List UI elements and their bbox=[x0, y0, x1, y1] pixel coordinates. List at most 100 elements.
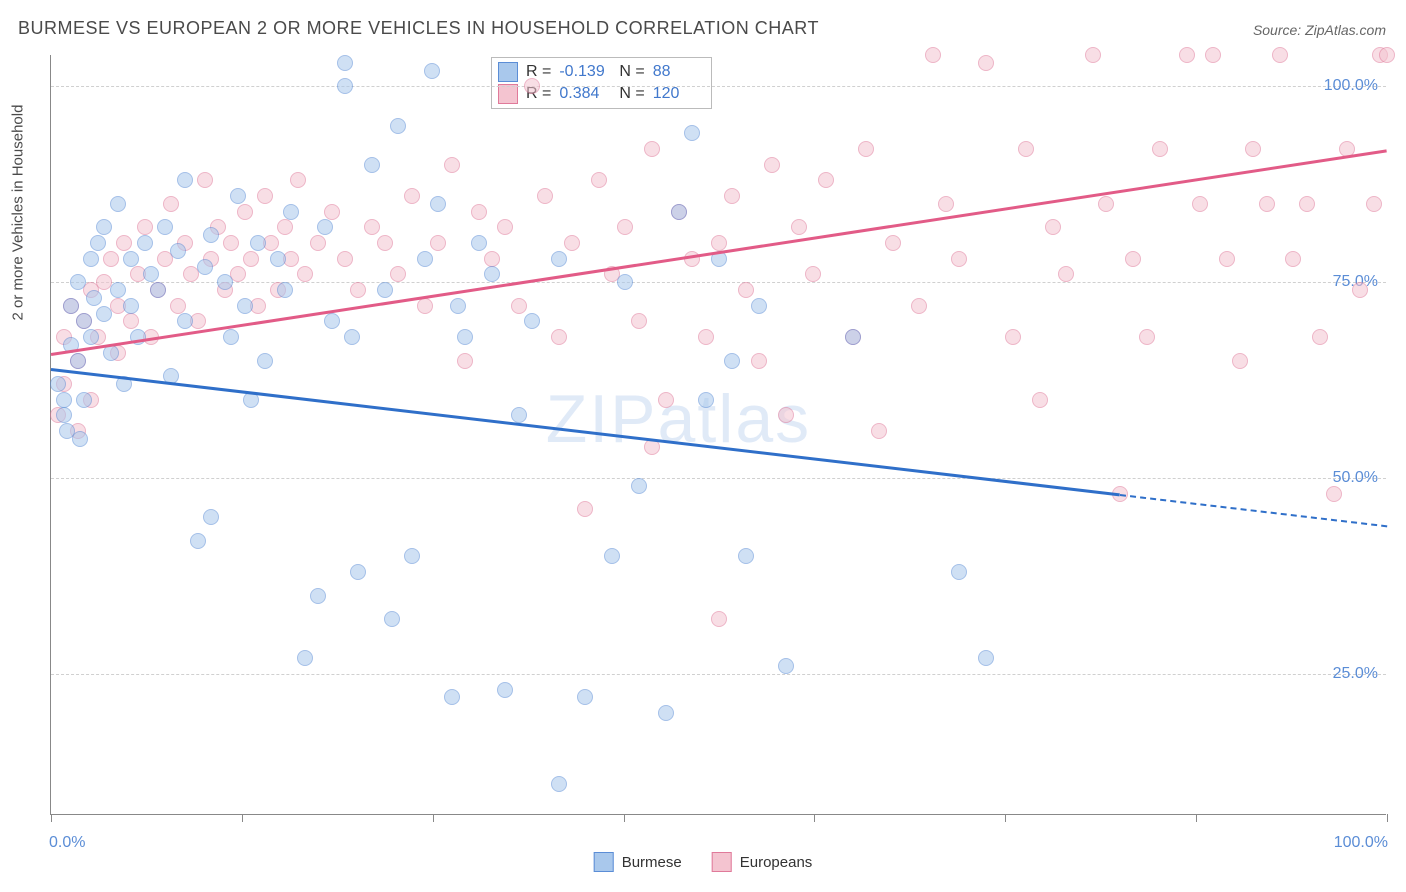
x-tick bbox=[433, 814, 434, 822]
data-point-burmese bbox=[230, 188, 246, 204]
data-point-burmese bbox=[123, 298, 139, 314]
legend-label: Burmese bbox=[622, 854, 682, 871]
data-point-europeans bbox=[237, 204, 253, 220]
data-point-burmese bbox=[551, 776, 567, 792]
data-point-europeans bbox=[324, 204, 340, 220]
data-point-burmese bbox=[751, 298, 767, 314]
data-point-europeans bbox=[1232, 353, 1248, 369]
data-point-europeans bbox=[925, 47, 941, 63]
chart-title: BURMESE VS EUROPEAN 2 OR MORE VEHICLES I… bbox=[18, 18, 819, 39]
data-point-europeans bbox=[1085, 47, 1101, 63]
data-point-europeans bbox=[1326, 486, 1342, 502]
data-point-burmese bbox=[617, 274, 633, 290]
data-point-burmese bbox=[450, 298, 466, 314]
data-point-europeans bbox=[404, 188, 420, 204]
data-point-europeans bbox=[1045, 219, 1061, 235]
data-point-europeans bbox=[551, 329, 567, 345]
r-value-burmese: -0.139 bbox=[559, 63, 611, 81]
data-point-burmese bbox=[76, 313, 92, 329]
data-point-europeans bbox=[1245, 141, 1261, 157]
data-point-europeans bbox=[885, 235, 901, 251]
data-point-europeans bbox=[170, 298, 186, 314]
data-point-burmese bbox=[86, 290, 102, 306]
data-point-europeans bbox=[871, 423, 887, 439]
data-point-burmese bbox=[738, 548, 754, 564]
data-point-burmese bbox=[978, 650, 994, 666]
legend-item-burmese: Burmese bbox=[594, 852, 682, 872]
data-point-burmese bbox=[457, 329, 473, 345]
data-point-europeans bbox=[297, 266, 313, 282]
data-point-europeans bbox=[951, 251, 967, 267]
data-point-burmese bbox=[310, 588, 326, 604]
data-point-burmese bbox=[951, 564, 967, 580]
data-point-burmese bbox=[203, 227, 219, 243]
data-point-burmese bbox=[671, 204, 687, 220]
data-point-burmese bbox=[190, 533, 206, 549]
legend-item-europeans: Europeans bbox=[712, 852, 813, 872]
data-point-europeans bbox=[1018, 141, 1034, 157]
x-tick bbox=[814, 814, 815, 822]
data-point-europeans bbox=[911, 298, 927, 314]
data-point-europeans bbox=[711, 235, 727, 251]
swatch-icon bbox=[712, 852, 732, 872]
data-point-europeans bbox=[818, 172, 834, 188]
x-tick bbox=[242, 814, 243, 822]
data-point-burmese bbox=[484, 266, 500, 282]
data-point-europeans bbox=[1205, 47, 1221, 63]
data-point-europeans bbox=[711, 611, 727, 627]
data-point-europeans bbox=[778, 407, 794, 423]
x-label-left: 0.0% bbox=[49, 834, 85, 852]
gridline bbox=[51, 282, 1386, 283]
data-point-europeans bbox=[1098, 196, 1114, 212]
data-point-burmese bbox=[110, 196, 126, 212]
data-point-burmese bbox=[430, 196, 446, 212]
data-point-europeans bbox=[617, 219, 633, 235]
data-point-burmese bbox=[324, 313, 340, 329]
data-point-europeans bbox=[197, 172, 213, 188]
n-label: N = bbox=[619, 85, 644, 103]
data-point-europeans bbox=[1352, 282, 1368, 298]
x-label-right: 100.0% bbox=[1334, 834, 1388, 852]
data-point-burmese bbox=[778, 658, 794, 674]
data-point-burmese bbox=[417, 251, 433, 267]
data-point-europeans bbox=[390, 266, 406, 282]
data-point-burmese bbox=[150, 282, 166, 298]
data-point-burmese bbox=[684, 125, 700, 141]
data-point-europeans bbox=[103, 251, 119, 267]
data-point-burmese bbox=[444, 689, 460, 705]
data-point-europeans bbox=[938, 196, 954, 212]
data-point-europeans bbox=[1192, 196, 1208, 212]
correlation-chart: BURMESE VS EUROPEAN 2 OR MORE VEHICLES I… bbox=[0, 0, 1406, 892]
data-point-burmese bbox=[297, 650, 313, 666]
data-point-europeans bbox=[123, 313, 139, 329]
swatch-icon bbox=[594, 852, 614, 872]
watermark: ZIPatlas bbox=[546, 380, 811, 458]
data-point-burmese bbox=[524, 313, 540, 329]
data-point-burmese bbox=[604, 548, 620, 564]
y-tick-label: 50.0% bbox=[1333, 469, 1378, 487]
r-value-europeans: 0.384 bbox=[559, 85, 611, 103]
data-point-europeans bbox=[1312, 329, 1328, 345]
data-point-burmese bbox=[137, 235, 153, 251]
data-point-europeans bbox=[484, 251, 500, 267]
data-point-burmese bbox=[390, 118, 406, 134]
data-point-europeans bbox=[764, 157, 780, 173]
data-point-europeans bbox=[471, 204, 487, 220]
data-point-burmese bbox=[250, 235, 266, 251]
data-point-burmese bbox=[83, 251, 99, 267]
data-point-europeans bbox=[724, 188, 740, 204]
data-point-europeans bbox=[684, 251, 700, 267]
data-point-burmese bbox=[658, 705, 674, 721]
data-point-burmese bbox=[96, 306, 112, 322]
data-point-burmese bbox=[157, 219, 173, 235]
data-point-europeans bbox=[738, 282, 754, 298]
data-point-burmese bbox=[237, 298, 253, 314]
data-point-europeans bbox=[537, 188, 553, 204]
data-point-europeans bbox=[751, 353, 767, 369]
gridline bbox=[51, 674, 1386, 675]
data-point-europeans bbox=[457, 353, 473, 369]
data-point-burmese bbox=[317, 219, 333, 235]
data-point-burmese bbox=[197, 259, 213, 275]
source-attribution: Source: ZipAtlas.com bbox=[1253, 22, 1386, 38]
data-point-burmese bbox=[631, 478, 647, 494]
